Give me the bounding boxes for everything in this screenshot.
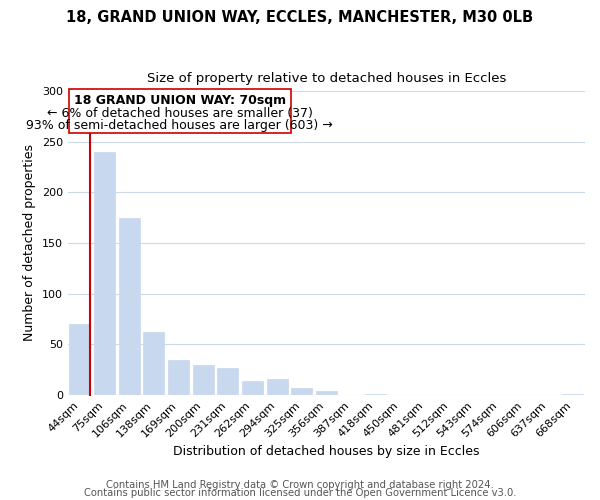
Text: 18 GRAND UNION WAY: 70sqm: 18 GRAND UNION WAY: 70sqm	[74, 94, 286, 107]
Text: ← 6% of detached houses are smaller (37): ← 6% of detached houses are smaller (37)	[47, 107, 313, 120]
Bar	[119, 218, 140, 395]
Bar	[316, 391, 337, 395]
Bar	[266, 379, 287, 395]
Bar	[217, 368, 238, 395]
X-axis label: Distribution of detached houses by size in Eccles: Distribution of detached houses by size …	[173, 444, 479, 458]
Bar	[168, 360, 189, 395]
Y-axis label: Number of detached properties: Number of detached properties	[23, 144, 36, 342]
Bar	[143, 332, 164, 395]
Title: Size of property relative to detached houses in Eccles: Size of property relative to detached ho…	[146, 72, 506, 86]
Text: 18, GRAND UNION WAY, ECCLES, MANCHESTER, M30 0LB: 18, GRAND UNION WAY, ECCLES, MANCHESTER,…	[67, 10, 533, 25]
Bar	[562, 394, 583, 395]
Bar	[94, 152, 115, 395]
Bar	[193, 364, 214, 395]
Bar	[291, 388, 312, 395]
Bar	[242, 381, 263, 395]
Text: Contains HM Land Registry data © Crown copyright and database right 2024.: Contains HM Land Registry data © Crown c…	[106, 480, 494, 490]
Bar	[365, 394, 386, 395]
FancyBboxPatch shape	[69, 89, 290, 134]
Bar	[70, 324, 91, 395]
Text: 93% of semi-detached houses are larger (603) →: 93% of semi-detached houses are larger (…	[26, 119, 333, 132]
Text: Contains public sector information licensed under the Open Government Licence v3: Contains public sector information licen…	[84, 488, 516, 498]
